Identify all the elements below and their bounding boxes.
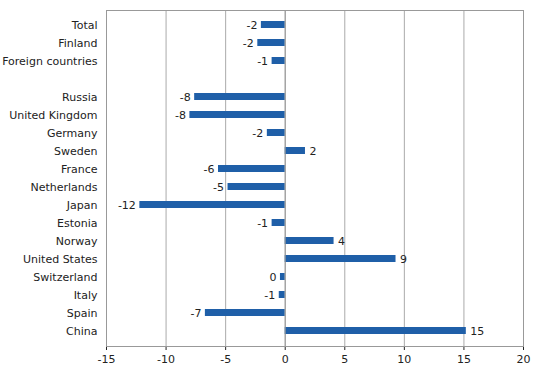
svg-text:Japan: Japan bbox=[66, 199, 98, 212]
svg-text:9: 9 bbox=[400, 253, 407, 266]
svg-text:Netherlands: Netherlands bbox=[30, 181, 97, 194]
svg-text:Italy: Italy bbox=[74, 289, 98, 302]
svg-text:United States: United States bbox=[23, 253, 98, 266]
svg-text:2: 2 bbox=[309, 145, 316, 158]
svg-text:United Kingdom: United Kingdom bbox=[9, 109, 97, 122]
svg-text:-1: -1 bbox=[264, 289, 275, 302]
svg-text:Foreign countries: Foreign countries bbox=[2, 55, 98, 68]
svg-text:Estonia: Estonia bbox=[57, 217, 98, 230]
svg-text:20: 20 bbox=[517, 353, 531, 366]
svg-text:France: France bbox=[61, 163, 98, 176]
svg-text:-2: -2 bbox=[243, 37, 254, 50]
svg-text:4: 4 bbox=[338, 235, 345, 248]
svg-text:-1: -1 bbox=[257, 55, 268, 68]
svg-text:-7: -7 bbox=[190, 307, 201, 320]
svg-text:Spain: Spain bbox=[67, 307, 98, 320]
svg-text:-1: -1 bbox=[257, 217, 268, 230]
svg-text:-15: -15 bbox=[98, 353, 116, 366]
svg-text:Russia: Russia bbox=[62, 91, 97, 104]
svg-text:Sweden: Sweden bbox=[54, 145, 97, 158]
svg-text:China: China bbox=[66, 325, 97, 338]
svg-text:Finland: Finland bbox=[58, 37, 97, 50]
svg-text:15: 15 bbox=[470, 325, 484, 338]
svg-text:Total: Total bbox=[71, 19, 98, 32]
svg-text:-8: -8 bbox=[180, 91, 191, 104]
svg-text:-5: -5 bbox=[213, 181, 224, 194]
svg-text:5: 5 bbox=[341, 353, 348, 366]
svg-text:-12: -12 bbox=[118, 199, 136, 212]
svg-text:0: 0 bbox=[282, 353, 289, 366]
svg-text:0: 0 bbox=[269, 271, 276, 284]
svg-text:Switzerland: Switzerland bbox=[33, 271, 97, 284]
svg-text:-6: -6 bbox=[204, 163, 215, 176]
svg-text:-2: -2 bbox=[246, 19, 257, 32]
svg-text:Germany: Germany bbox=[47, 127, 98, 140]
svg-text:Norway: Norway bbox=[56, 235, 98, 248]
svg-text:-10: -10 bbox=[157, 353, 175, 366]
svg-text:15: 15 bbox=[457, 353, 471, 366]
svg-text:-5: -5 bbox=[220, 353, 231, 366]
svg-text:-8: -8 bbox=[175, 109, 186, 122]
svg-text:-2: -2 bbox=[252, 127, 263, 140]
svg-text:10: 10 bbox=[397, 353, 411, 366]
